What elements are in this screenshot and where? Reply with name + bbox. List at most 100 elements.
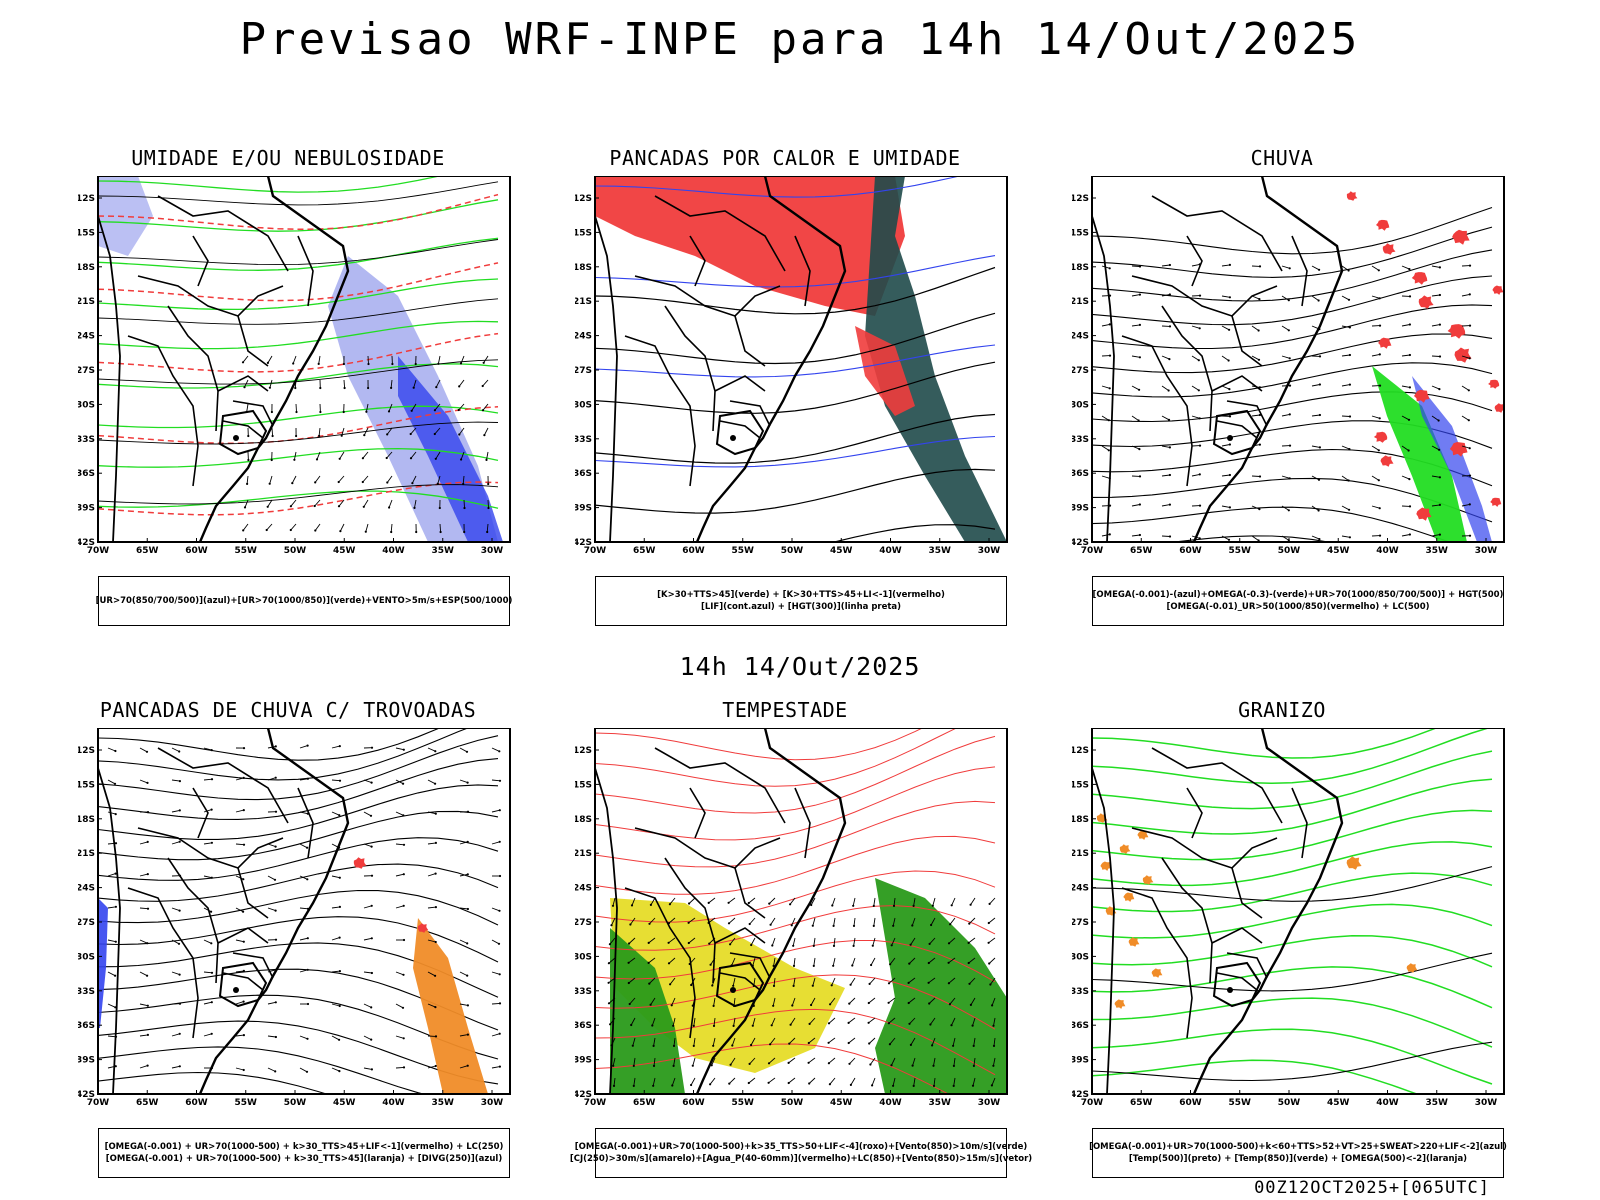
plot-frame <box>97 176 511 543</box>
wind-vector <box>331 875 340 879</box>
wind-vector-head <box>1138 293 1141 296</box>
map-tempestade[interactable]: 12S 15S 18S 21S 24S 27S 30S 33S 36S 39S 42S 70W 65W 6… <box>575 728 1015 1128</box>
wind-vector <box>1281 325 1290 331</box>
wind-vector-head <box>611 904 615 907</box>
lat-tick-label: 36S <box>575 469 592 479</box>
lat-tick-label: 36S <box>1072 1021 1089 1031</box>
field-blob <box>1123 892 1135 902</box>
wind-vector <box>788 1077 796 1084</box>
wind-vector <box>1341 505 1350 511</box>
wind-vector-head <box>1257 358 1261 361</box>
wind-vector <box>631 897 636 906</box>
state-border <box>634 827 781 869</box>
wind-vector-head <box>246 482 249 485</box>
map-chuva[interactable]: 12S 15S 18S 21S 24S 27S 30S 33S 36S 39S 42S 70W 65W 6… <box>1072 176 1512 576</box>
wind-vector-head <box>789 1023 792 1026</box>
wind-vector-head <box>466 1064 469 1067</box>
wind-vector <box>242 523 249 531</box>
wind-vector-head <box>629 923 632 926</box>
wind-vector <box>395 905 404 909</box>
wind-vector-head <box>1318 355 1322 358</box>
wind-vector <box>729 937 736 945</box>
wind-vector-head <box>434 1006 437 1009</box>
wind-vector-head <box>769 1043 772 1046</box>
lon-tick-label: 60W <box>185 1098 208 1108</box>
wind-vector <box>1431 355 1441 357</box>
wind-vector-head <box>1107 449 1110 452</box>
field-blob <box>1128 937 1140 947</box>
wind-vector-head <box>402 843 406 846</box>
wind-vector <box>948 957 956 964</box>
contour-line <box>595 468 996 514</box>
wind-vector <box>728 897 736 904</box>
contour-line <box>1092 935 1493 968</box>
wind-vector-head <box>1408 295 1412 298</box>
wind-vector <box>459 939 468 944</box>
wind-vector-head <box>1258 265 1262 268</box>
wind-vector <box>788 1037 796 1044</box>
plot-frame <box>594 728 1008 1095</box>
lat-tick-label: 30S <box>78 400 95 410</box>
wind-vector <box>849 1057 856 1065</box>
wind-vector <box>889 957 896 965</box>
wind-vector <box>363 1035 372 1041</box>
contour-line <box>98 728 441 761</box>
wind-vector <box>331 970 340 973</box>
wind-vector-head <box>830 984 833 987</box>
wind-vector-head <box>314 529 317 532</box>
wind-vector-head <box>768 902 771 905</box>
wind-vector-head <box>434 1064 437 1068</box>
wind-vector <box>331 1035 340 1041</box>
wind-vector-head <box>890 1064 893 1067</box>
wind-vector <box>1281 505 1290 511</box>
lat-tick-label: 12S <box>575 194 592 204</box>
wind-vector-head <box>370 904 373 907</box>
wind-vector <box>973 1057 976 1066</box>
lon-tick-label: 40W <box>382 1098 405 1108</box>
wind-vector <box>203 1001 212 1005</box>
wind-vector-head <box>667 941 670 944</box>
wind-vector-head <box>767 1062 771 1065</box>
wind-vector <box>482 379 489 387</box>
wind-vector-head <box>402 814 405 817</box>
wind-vector <box>459 1034 468 1037</box>
wind-vector-head <box>1317 478 1321 481</box>
contour-line <box>1092 506 1452 542</box>
wind-vector <box>1161 294 1170 297</box>
state-border <box>1151 195 1283 272</box>
state-border <box>137 275 284 317</box>
state-border <box>734 315 766 367</box>
wind-vector-head <box>402 938 406 942</box>
wind-vector-head <box>649 1003 652 1006</box>
wind-vector <box>295 403 297 413</box>
wind-vector <box>271 427 274 437</box>
map-pancadas-calor[interactable]: 12S 15S 18S 21S 24S 27S 30S 33S 36S 39S 42S 70W 65W 6… <box>575 176 1015 576</box>
legend-line: [OMEGA(-0.001)+UR>70(1000-500)+k>35_TTS>… <box>574 1142 1028 1152</box>
field-blob <box>1137 830 1149 840</box>
wind-vector-head <box>1378 324 1382 327</box>
wind-vector <box>889 1037 896 1045</box>
map-umidade[interactable]: 12S 15S 18S 21S 24S 27S 30S 33S 36S 39S 42S 70W 65W 6… <box>78 176 518 576</box>
lat-tick-label: 12S <box>1072 194 1089 204</box>
lat-tick-label: 24S <box>78 884 95 894</box>
wind-vector-head <box>1468 474 1472 477</box>
wind-vector <box>651 1017 656 1026</box>
lat-tick-label: 39S <box>575 1056 592 1066</box>
wind-vector <box>139 1065 148 1069</box>
lat-tick-label: 24S <box>1072 884 1089 894</box>
state-border <box>217 927 269 944</box>
plot-frame <box>594 176 1008 543</box>
wind-vector <box>331 1067 340 1072</box>
wind-vector <box>1281 535 1290 541</box>
map-trovoadas[interactable]: 12S 15S 18S 21S 24S 27S 30S 33S 36S 39S 42S 70W 65W 6… <box>78 728 518 1128</box>
wind-vector-head <box>950 1024 953 1027</box>
wind-vector <box>365 523 369 532</box>
map-granizo[interactable]: 12S 15S 18S 21S 24S 27S 30S 33S 36S 39S 42S 70W 65W 6… <box>1072 728 1512 1128</box>
wind-vector-head <box>487 506 490 510</box>
wind-vector-head <box>1437 419 1440 422</box>
wind-vector <box>367 355 369 365</box>
wind-vector-head <box>210 876 213 879</box>
coastline-west <box>1092 215 1115 542</box>
wind-vector-head <box>289 505 292 508</box>
wind-vector <box>1101 323 1110 327</box>
